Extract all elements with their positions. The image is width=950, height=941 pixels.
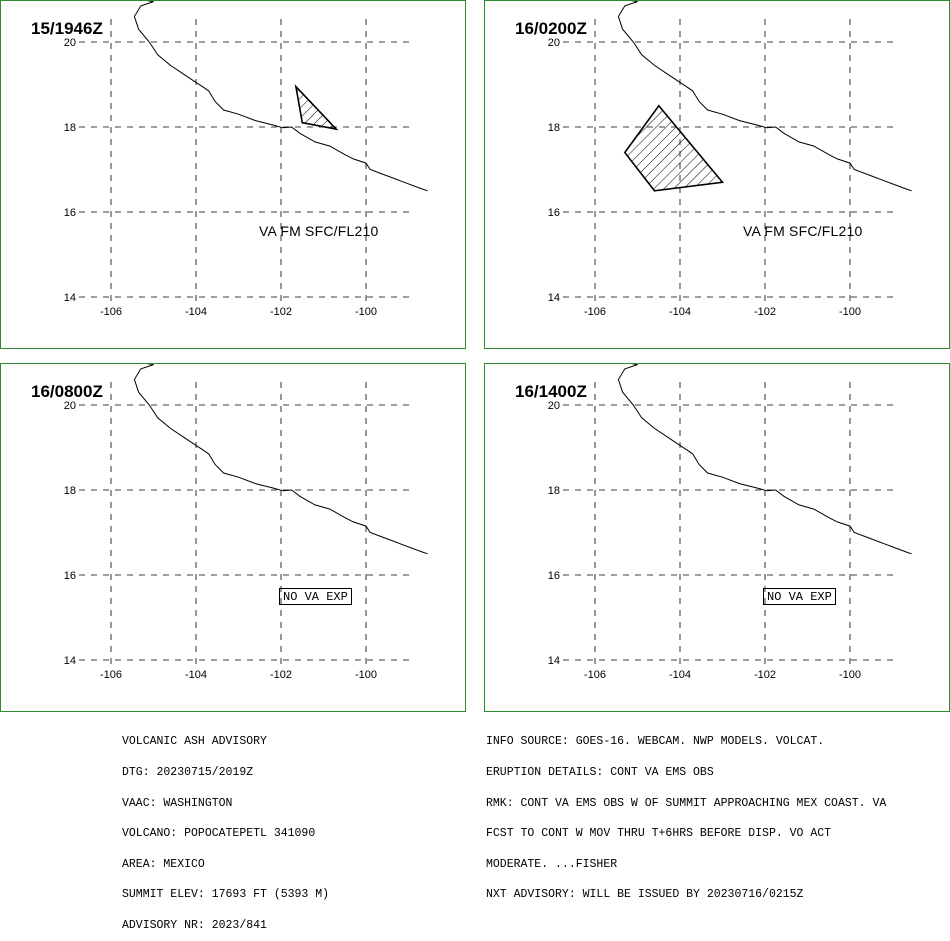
lat-tick-label: 14 [64,292,76,304]
lon-tick-label: -104 [185,669,207,681]
advisory-line: AREA: MEXICO [122,857,205,871]
lon-tick-label: -104 [669,669,691,681]
panel-time-label: 16/0200Z [515,19,587,38]
lon-tick-label: -104 [669,306,691,318]
lon-tick-label: -106 [100,669,122,681]
lon-tick-label: -102 [754,306,776,318]
ash-cloud-polygon [623,104,725,192]
lon-tick-label: -102 [754,669,776,681]
lat-tick-label: 20 [64,37,76,49]
map-canvas: -106 -104 -102 -100 20 18 16 14 [64,1,428,318]
lat-tick-label: 14 [548,292,560,304]
lon-tick-label: -100 [839,669,861,681]
lat-tick-label: 18 [548,122,560,134]
panel-time-label: 16/0800Z [31,382,103,401]
lon-tick-label: -102 [270,669,292,681]
coastline [617,1,912,192]
advisory-line: ADVISORY NR: 2023/841 [122,918,267,932]
ash-level-label: VA FM SFC/FL210 [743,223,863,239]
lon-tick-label: -102 [270,306,292,318]
advisory-line: RMK: CONT VA EMS OBS W OF SUMMIT APPROAC… [486,796,887,810]
ash-level-label: VA FM SFC/FL210 [259,223,379,239]
lon-tick-label: -100 [355,669,377,681]
forecast-panel-2: -106 -104 -102 -100 20 18 16 14 16/0800Z NO VA … [0,363,466,712]
lat-tick-label: 14 [548,655,560,667]
lat-tick-label: 18 [548,485,560,497]
lon-tick-label: -106 [584,669,606,681]
map-canvas: -106 -104 -102 -100 20 18 16 14 [548,364,912,681]
lon-tick-label: -106 [584,306,606,318]
advisory-line: INFO SOURCE: GOES-16. WEBCAM. NWP MODELS… [486,735,825,749]
lat-tick-label: 18 [64,485,76,497]
advisory-line: ERUPTION DETAILS: CONT VA EMS OBS [486,766,714,779]
lat-tick-label: 16 [64,207,76,219]
lat-tick-label: 16 [64,570,76,582]
forecast-panel-0: -106 -104 -102 -100 20 18 16 14 15/1946Z VA FM … [0,0,466,349]
lat-tick-label: 20 [548,37,560,49]
advisory-line: SUMMIT ELEV: 17693 FT (5393 M) [122,888,330,902]
coastline [133,1,428,192]
lat-tick-label: 20 [548,400,560,412]
advisory-line: MODERATE. ...FISHER [486,857,618,871]
lat-tick-label: 16 [548,207,560,219]
lat-tick-label: 18 [64,122,76,134]
advisory-line: VOLCANIC ASH ADVISORY [122,735,267,749]
forecast-panel-3: -106 -104 -102 -100 20 18 16 14 16/1400Z NO VA … [484,363,950,712]
ash-cloud-polygon [294,84,339,131]
advisory-line: VOLCANO: POPOCATEPETL 341090 [122,827,316,841]
advisory-line: DTG: 20230715/2019Z [122,766,254,779]
no-va-expected-box: NO VA EXP [279,588,352,605]
lon-tick-label: -104 [185,306,207,318]
lon-tick-label: -100 [355,306,377,318]
panel-time-label: 15/1946Z [31,19,103,38]
advisory-line: NXT ADVISORY: WILL BE ISSUED BY 20230716… [486,888,804,902]
panel-time-label: 16/1400Z [515,382,587,401]
advisory-line: VAAC: WASHINGTON [122,796,233,810]
map-canvas: -106 -104 -102 -100 20 18 16 14 [548,1,912,318]
advisory-line: FCST TO CONT W MOV THRU T+6HRS BEFORE DI… [486,827,832,841]
lat-tick-label: 20 [64,400,76,412]
map-canvas: -106 -104 -102 -100 20 18 16 14 [64,364,428,681]
coastline [617,364,912,555]
coastline [133,364,428,555]
advisory-info-right: INFO SOURCE: GOES-16. WEBCAM. NWP MODELS… [486,717,886,911]
lon-tick-label: -106 [100,306,122,318]
lat-tick-label: 16 [548,570,560,582]
advisory-info-left: VOLCANIC ASH ADVISORY DTG: 20230715/2019… [122,717,329,941]
forecast-panel-1: -106 -104 -102 -100 20 18 16 14 16/0200Z VA FM … [484,0,950,349]
lon-tick-label: -100 [839,306,861,318]
no-va-expected-box: NO VA EXP [763,588,836,605]
lat-tick-label: 14 [64,655,76,667]
